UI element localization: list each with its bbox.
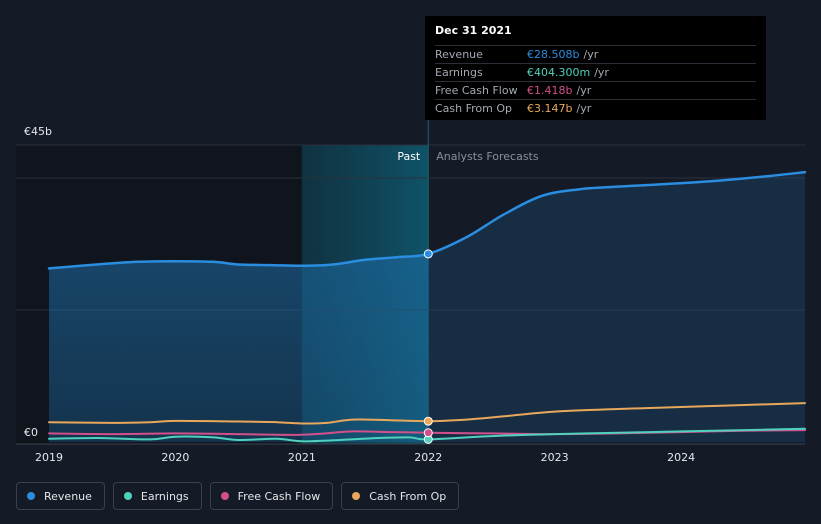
tooltip-name: Revenue bbox=[435, 48, 483, 61]
tooltip-unit: /yr bbox=[594, 66, 609, 79]
tooltip-name: Cash From Op bbox=[435, 102, 513, 115]
tooltip-row-free-cash-flow: Free Cash Flow €1.418b /yr bbox=[435, 81, 756, 99]
tooltip-row-cash-from-op: Cash From Op €3.147b /yr bbox=[435, 99, 756, 117]
tooltip-name: Free Cash Flow bbox=[435, 84, 518, 97]
legend-item-earnings[interactable]: Earnings bbox=[112, 482, 202, 510]
y-axis-label-min: €0 bbox=[24, 426, 38, 439]
legend-label: Free Cash Flow bbox=[237, 489, 321, 503]
legend-label: Cash From Op bbox=[369, 489, 447, 503]
legend-label: Earnings bbox=[140, 489, 189, 503]
tooltip-name: Earnings bbox=[435, 66, 483, 79]
free-cash-flow-dot-icon bbox=[220, 492, 229, 500]
tooltip-value: €1.418b bbox=[527, 84, 573, 97]
forecast-label: Analysts Forecasts bbox=[436, 150, 539, 163]
x-tick-label: 2024 bbox=[667, 451, 695, 464]
cash-from-op-dot-icon bbox=[352, 492, 361, 500]
legend-item-revenue[interactable]: Revenue bbox=[16, 482, 105, 510]
tooltip-value: €404.300m bbox=[527, 66, 591, 79]
revenue-point bbox=[423, 249, 433, 259]
tooltip-unit: /yr bbox=[583, 48, 599, 61]
cash-from-op-point bbox=[423, 416, 433, 426]
legend-label: Revenue bbox=[44, 489, 92, 503]
legend-item-cash-from-op[interactable]: Cash From Op bbox=[341, 482, 460, 510]
x-tick-label: 2019 bbox=[35, 451, 63, 464]
revenue-area-past bbox=[49, 253, 429, 442]
tooltip: Dec 31 2021 Revenue €28.508b /yr Earning… bbox=[425, 16, 766, 120]
legend-item-free-cash-flow[interactable]: Free Cash Flow bbox=[209, 482, 334, 510]
free-cash-flow-point bbox=[423, 428, 433, 438]
past-label: Past bbox=[397, 150, 421, 163]
tooltip-unit: /yr bbox=[576, 102, 592, 115]
earnings-line bbox=[48, 427, 806, 443]
tooltip-row-revenue: Revenue €28.508b /yr bbox=[435, 45, 756, 63]
x-tick-label: 2020 bbox=[161, 451, 189, 464]
cash-from-op-line bbox=[48, 402, 806, 425]
revenue-dot-icon bbox=[27, 492, 35, 500]
x-tick-label: 2023 bbox=[541, 451, 569, 464]
tooltip-row-earnings: Earnings €404.300m /yr bbox=[435, 63, 756, 81]
x-tick-label: 2022 bbox=[414, 451, 442, 464]
tooltip-value: €3.147b bbox=[527, 102, 573, 115]
revenue-line bbox=[47, 170, 807, 270]
y-axis-label-max: €45b bbox=[24, 125, 52, 138]
legend: Revenue Earnings Free Cash Flow Cash Fro… bbox=[16, 482, 460, 512]
x-tick-label: 2021 bbox=[288, 451, 316, 464]
tooltip-date: Dec 31 2021 bbox=[435, 24, 512, 37]
tooltip-unit: /yr bbox=[576, 84, 592, 97]
earnings-dot-icon bbox=[123, 492, 132, 500]
tooltip-value: €28.508b bbox=[527, 48, 580, 61]
revenue-area-forecast bbox=[428, 172, 805, 442]
